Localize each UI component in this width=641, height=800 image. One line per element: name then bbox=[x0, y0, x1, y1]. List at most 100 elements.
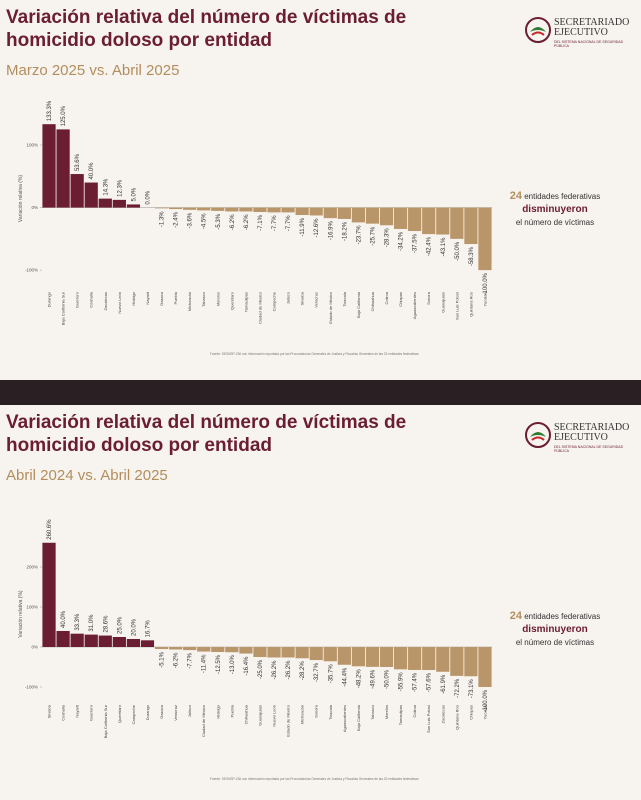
value-label: -25.0% bbox=[258, 659, 264, 679]
value-label: 31.0% bbox=[89, 614, 95, 632]
value-label: -6.2% bbox=[244, 214, 250, 230]
x-tick-label: Puebla bbox=[229, 704, 234, 717]
value-label: -43.1% bbox=[441, 237, 447, 257]
y-tick-label: 100% bbox=[26, 605, 38, 610]
value-label: 14.3% bbox=[103, 178, 109, 196]
x-tick-label: Nuevo León bbox=[117, 292, 122, 314]
x-tick-label: Aguascalientes bbox=[342, 705, 347, 732]
x-tick-label: Tamaulipas bbox=[398, 705, 403, 725]
x-tick-label: Guerrero bbox=[75, 291, 80, 308]
bar bbox=[98, 635, 112, 647]
bar bbox=[464, 207, 478, 245]
y-tick-label: -100% bbox=[25, 268, 38, 273]
x-tick-label: Zacatecas bbox=[440, 705, 445, 723]
x-tick-label: Campeche bbox=[272, 291, 277, 311]
bar bbox=[365, 207, 380, 224]
bar bbox=[323, 207, 337, 219]
value-label: -35.7% bbox=[328, 664, 334, 684]
emblem-shape bbox=[530, 27, 546, 32]
logo-subtitle: DEL SISTEMA NACIONAL DE SEGURIDAD PÚBLIC… bbox=[554, 445, 624, 453]
y-tick-label: 100% bbox=[26, 143, 38, 148]
value-label: -12.5% bbox=[216, 654, 222, 674]
value-label: -6.2% bbox=[230, 214, 236, 230]
value-label: 5.0% bbox=[131, 187, 137, 201]
x-tick-label: Estado de México bbox=[286, 704, 291, 737]
value-label: -18.2% bbox=[342, 221, 348, 241]
x-tick-label: Nayarit bbox=[145, 291, 150, 305]
value-label: -16.9% bbox=[328, 220, 334, 240]
slide-subtitle: Abril 2024 vs. Abril 2025 bbox=[6, 467, 168, 484]
bar bbox=[42, 124, 56, 208]
bar bbox=[70, 174, 84, 208]
chart: Variación relativa (%) -100% 0% 100% 133.3% D… bbox=[18, 100, 492, 356]
x-tick-label: Baja California Sur bbox=[103, 704, 108, 738]
logo-subtitle: DEL SISTEMA NACIONAL DE SEGURIDAD PÚBLIC… bbox=[554, 40, 624, 48]
x-tick-label: Tabasco bbox=[370, 704, 375, 720]
x-tick-label: Campeche bbox=[131, 704, 136, 724]
x-tick-label: Chihuahua bbox=[370, 291, 375, 311]
bar bbox=[168, 207, 183, 210]
x-tick-label: Yucatán bbox=[482, 705, 487, 719]
bar bbox=[478, 647, 492, 687]
value-label: 40.0% bbox=[89, 162, 95, 180]
value-label: -73.1% bbox=[469, 679, 475, 699]
value-label: -100.0% bbox=[483, 272, 489, 295]
bar bbox=[225, 647, 239, 653]
value-label: -28.3% bbox=[385, 228, 391, 248]
x-tick-label: Michoacán bbox=[187, 292, 192, 311]
x-tick-label: Hidalgo bbox=[215, 704, 220, 718]
value-label: -32.7% bbox=[314, 662, 320, 682]
emblem-shape bbox=[531, 436, 545, 441]
value-label: -55.9% bbox=[399, 672, 405, 692]
value-label: -6.2% bbox=[174, 652, 180, 668]
value-label: -3.6% bbox=[188, 212, 194, 228]
bar bbox=[225, 207, 239, 212]
bar bbox=[168, 647, 183, 650]
bar bbox=[42, 542, 56, 647]
value-label: -58.3% bbox=[469, 246, 475, 266]
x-tick-label: Morelos bbox=[384, 705, 389, 719]
note-text: el número de víctimas bbox=[515, 218, 595, 227]
x-tick-label: Baja California bbox=[356, 291, 361, 318]
value-label: -25.7% bbox=[370, 226, 376, 246]
bar bbox=[84, 634, 98, 647]
note-count: 24 bbox=[509, 190, 522, 202]
emblem-ring bbox=[525, 422, 551, 448]
x-tick-label: Guanajuato bbox=[257, 704, 262, 725]
x-tick-label: Sinaloa bbox=[300, 291, 305, 305]
value-label: 125.0% bbox=[61, 105, 67, 126]
x-tick-label: Tlaxcala bbox=[328, 704, 333, 720]
x-tick-label: Morelos bbox=[215, 292, 220, 306]
x-tick-label: Querétaro bbox=[229, 291, 234, 310]
bar bbox=[365, 647, 380, 667]
bar bbox=[422, 647, 436, 671]
x-tick-label: Tabasco bbox=[201, 291, 206, 307]
value-label: -26.2% bbox=[272, 660, 278, 680]
x-tick-label: Coahuila bbox=[61, 704, 66, 721]
bar bbox=[464, 647, 478, 677]
value-label: 28.6% bbox=[103, 615, 109, 633]
bar bbox=[393, 207, 408, 229]
bar bbox=[211, 207, 225, 211]
value-label: -26.2% bbox=[286, 660, 292, 680]
x-tick-label: Chiapas bbox=[468, 705, 473, 720]
slide-subtitle: Marzo 2025 vs. Abril 2025 bbox=[6, 62, 180, 79]
value-label: 20.0% bbox=[131, 618, 137, 636]
value-label: -12.6% bbox=[314, 218, 320, 238]
x-tick-label: Sinaloa bbox=[47, 704, 52, 718]
value-label: -7.7% bbox=[272, 215, 278, 231]
slide: Variación relativa del número de víctima… bbox=[0, 405, 641, 800]
x-tick-label: Chihuahua bbox=[243, 704, 248, 724]
x-tick-label: Aguascalientes bbox=[412, 292, 417, 319]
chart: Variación relativa (%) -100% 0% 100% 200% 260… bbox=[18, 519, 492, 781]
bar bbox=[267, 207, 281, 213]
note-text: entidades federativas bbox=[524, 192, 601, 201]
x-tick-label: Tlaxcala bbox=[342, 291, 347, 307]
bar bbox=[239, 207, 253, 212]
x-tick-label: Tamaulipas bbox=[243, 292, 248, 312]
bar bbox=[337, 207, 351, 219]
bar bbox=[112, 637, 126, 647]
bar bbox=[56, 631, 70, 647]
y-tick-label: 0% bbox=[31, 645, 38, 650]
